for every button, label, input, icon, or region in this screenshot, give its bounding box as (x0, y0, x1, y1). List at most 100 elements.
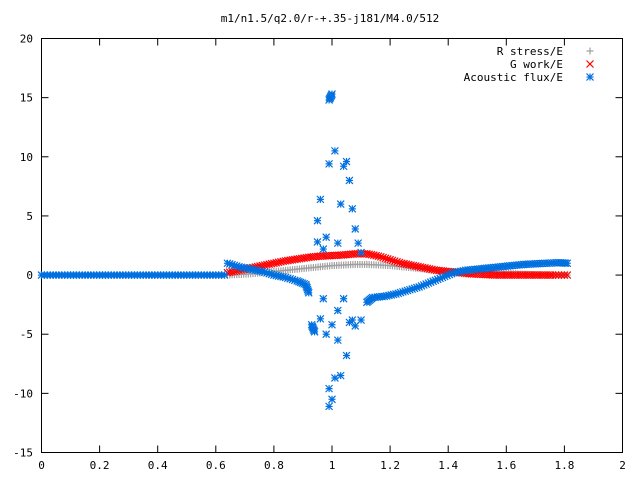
data-point (276, 257, 285, 266)
data-point (313, 238, 322, 246)
data-point (390, 257, 399, 266)
data-point (421, 264, 429, 272)
data-point (265, 260, 274, 269)
data-point (348, 204, 357, 213)
x-tick-label: 0.6 (206, 459, 226, 472)
data-point (263, 260, 271, 269)
legend-label: Acoustic flux/E (464, 71, 563, 84)
data-point (260, 261, 269, 270)
y-tick-label: 5 (26, 210, 33, 223)
legend-label: R stress/E (497, 45, 563, 58)
data-point (267, 259, 276, 268)
series-2 (37, 90, 572, 411)
data-point (274, 258, 283, 267)
data-point (563, 271, 572, 279)
y-tick-label: -5 (20, 328, 33, 341)
chart-title: m1/n1.5/q2.0/r-+.35-j181/M4.0/512 (221, 12, 440, 25)
data-point (402, 260, 411, 269)
data-point (342, 157, 351, 166)
data-point (428, 265, 436, 274)
data-point (357, 248, 365, 257)
data-point (383, 255, 392, 263)
data-point (228, 267, 236, 276)
x-tick-label: 0.8 (264, 459, 284, 472)
series-layer (37, 90, 572, 411)
data-point (397, 259, 406, 268)
data-point (325, 159, 334, 168)
data-point (304, 288, 313, 297)
data-point (333, 306, 342, 315)
data-point (336, 371, 345, 380)
data-point (272, 258, 281, 267)
data-point (319, 294, 328, 303)
data-point (418, 263, 427, 272)
data-point (381, 254, 390, 263)
data-point (269, 259, 278, 268)
data-point (411, 262, 420, 271)
y-tick-label: 10 (20, 151, 33, 164)
data-point (560, 271, 569, 279)
data-point (395, 258, 404, 267)
data-point (310, 327, 319, 336)
data-point (374, 252, 383, 261)
data-point (554, 271, 563, 279)
data-point (372, 251, 381, 260)
x-tick-label: 2 (619, 459, 626, 472)
y-tick-label: 15 (20, 92, 33, 105)
x-tick-label: 1.2 (380, 459, 400, 472)
x-tick-label: 1.8 (554, 459, 574, 472)
data-point (365, 250, 374, 259)
data-point (376, 252, 385, 261)
data-point (369, 251, 378, 260)
data-point (328, 395, 336, 404)
data-point (330, 146, 339, 155)
legend-marker (586, 73, 594, 81)
y-tick-label: -15 (13, 447, 33, 460)
data-point (351, 322, 360, 330)
data-point (379, 253, 388, 262)
data-point (316, 314, 325, 323)
data-point (333, 239, 342, 248)
data-point (407, 261, 415, 270)
y-axis: -15 -10 -5 0 5 10 15 20 (13, 33, 623, 460)
data-point (557, 271, 566, 279)
data-point (400, 259, 408, 268)
data-point (328, 90, 336, 99)
data-point (354, 239, 363, 248)
data-point (548, 271, 557, 279)
data-point (425, 264, 434, 273)
data-point (339, 294, 348, 303)
x-tick-label: 1 (329, 459, 336, 472)
data-point (423, 264, 432, 273)
data-point (220, 271, 229, 279)
data-point (367, 250, 376, 259)
data-point (386, 255, 395, 264)
x-tick-label: 1.4 (438, 459, 458, 472)
y-tick-label: -10 (13, 387, 33, 400)
data-point (404, 260, 413, 269)
legend-label: G work/E (510, 58, 563, 71)
data-point (416, 263, 425, 271)
data-point (322, 330, 331, 339)
data-point (322, 233, 331, 242)
x-tick-label: 0 (38, 459, 45, 472)
data-point (325, 402, 334, 411)
data-point (393, 257, 401, 266)
data-point (325, 384, 334, 393)
x-tick-label: 0.2 (90, 459, 110, 472)
data-point (319, 245, 328, 253)
data-point (563, 259, 572, 268)
data-point (328, 320, 336, 329)
x-tick-label: 1.6 (496, 459, 516, 472)
data-point (551, 271, 560, 279)
data-point (333, 336, 342, 345)
data-point (414, 262, 422, 271)
data-point (316, 195, 325, 204)
data-point (357, 316, 365, 324)
data-point (409, 261, 418, 270)
legend-marker (586, 60, 594, 68)
data-point (336, 200, 345, 209)
data-point (351, 225, 360, 233)
legend-marker (586, 47, 594, 55)
